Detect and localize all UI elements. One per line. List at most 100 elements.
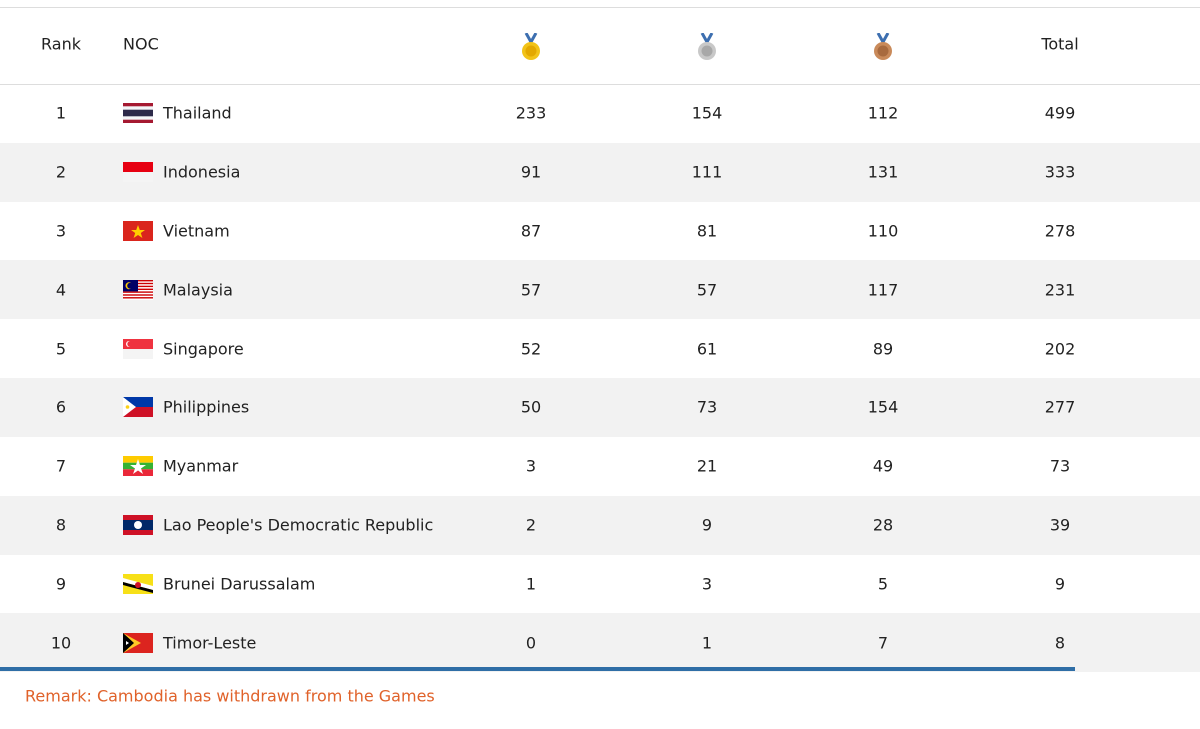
flag-part (130, 459, 146, 475)
rank: 10 (50, 633, 72, 653)
flag-part (131, 225, 145, 238)
rank: 2 (55, 162, 67, 182)
flag-part (123, 162, 153, 173)
silver: 3 (701, 574, 713, 594)
flag-part (134, 521, 142, 529)
silver: 1 (701, 633, 713, 653)
remark: Remark: Cambodia has withdrawn from the … (25, 686, 435, 706)
flag-part (123, 291, 153, 293)
flag (123, 573, 153, 594)
silver: 73 (696, 397, 718, 417)
noc-name: Myanmar (163, 456, 239, 476)
gold: 50 (520, 397, 542, 417)
header-noc: NOC (123, 34, 159, 54)
silver: 61 (696, 339, 718, 359)
flag-part (123, 294, 153, 296)
flag (123, 221, 153, 241)
bronze: 117 (867, 280, 899, 300)
row-background (0, 142, 1200, 202)
flag-part (125, 405, 130, 410)
noc-name: Indonesia (163, 162, 241, 182)
flag-part (123, 407, 153, 418)
gold: 57 (520, 280, 542, 300)
gold-icon (522, 33, 540, 60)
header-rank: Rank (41, 34, 81, 54)
noc-name: Singapore (163, 339, 244, 359)
flag-part (123, 172, 153, 183)
total: 277 (1044, 397, 1076, 417)
rank: 9 (55, 574, 67, 594)
noc-name: Timor-Leste (163, 633, 257, 653)
rank: 6 (55, 397, 67, 417)
silver: 81 (696, 221, 718, 241)
gold: 3 (525, 456, 537, 476)
silver-icon (698, 33, 716, 60)
rank: 3 (55, 221, 67, 241)
total: 9 (1054, 574, 1066, 594)
rank: 7 (55, 456, 67, 476)
row-background (0, 378, 1200, 437)
row-background (0, 613, 1200, 673)
noc-name: Lao People's Democratic Republic (163, 515, 434, 535)
silver: 9 (701, 515, 713, 535)
total: 8 (1054, 633, 1066, 653)
silver: 57 (696, 280, 718, 300)
bronze: 7 (877, 633, 889, 653)
gold: 87 (520, 221, 542, 241)
total: 202 (1044, 339, 1076, 359)
flag (123, 279, 153, 300)
row-background (0, 260, 1200, 320)
total: 333 (1044, 162, 1076, 182)
rank: 1 (55, 103, 67, 123)
total: 231 (1044, 280, 1076, 300)
noc-name: Malaysia (163, 280, 233, 300)
silver: 21 (696, 456, 718, 476)
total: 73 (1049, 456, 1071, 476)
bronze: 110 (867, 221, 899, 241)
bronze: 28 (872, 515, 894, 535)
top-border (0, 7, 1200, 8)
flag (123, 162, 153, 183)
flag-part (123, 397, 153, 408)
total: 278 (1044, 221, 1076, 241)
bronze: 112 (867, 103, 899, 123)
row-background (0, 495, 1200, 555)
flag (123, 515, 153, 535)
total: 499 (1044, 103, 1076, 123)
flag-part (127, 282, 134, 289)
flag (123, 456, 153, 477)
bronze: 154 (867, 397, 899, 417)
flag-part (123, 469, 153, 477)
header-border (0, 84, 1200, 85)
bronze-icon (874, 33, 892, 60)
bronze: 89 (872, 339, 894, 359)
flag-part (127, 340, 134, 347)
flag-part (135, 581, 141, 588)
gold: 1 (525, 574, 537, 594)
gold: 52 (520, 339, 542, 359)
flag (123, 338, 153, 359)
flag (123, 632, 153, 653)
flag-part (123, 296, 153, 299)
flag-part (126, 640, 129, 645)
header-total: Total (1041, 34, 1079, 54)
gold: 233 (515, 103, 547, 123)
flag-part (123, 348, 153, 359)
flag-part (123, 110, 153, 117)
flag-part (123, 338, 153, 349)
rank: 5 (55, 339, 67, 359)
rank: 4 (55, 280, 67, 300)
bronze: 5 (877, 574, 889, 594)
bronze: 131 (867, 162, 899, 182)
flag-part (123, 397, 136, 418)
noc-name: Thailand (163, 103, 232, 123)
noc-name: Philippines (163, 397, 250, 417)
bronze: 49 (872, 456, 894, 476)
total: 39 (1049, 515, 1071, 535)
silver: 111 (691, 162, 723, 182)
noc-name: Vietnam (163, 221, 230, 241)
gold: 2 (525, 515, 537, 535)
rank: 8 (55, 515, 67, 535)
gold: 91 (520, 162, 542, 182)
